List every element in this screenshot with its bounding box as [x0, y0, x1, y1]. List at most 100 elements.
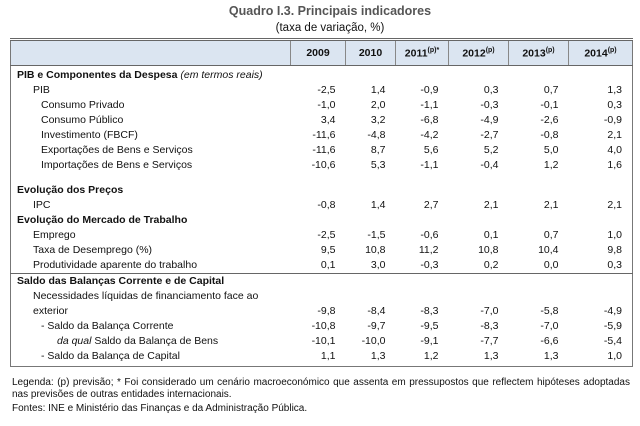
value-cell: 2,0: [370, 99, 386, 111]
value-cell: -9,1: [420, 335, 439, 347]
value-cell: -9,5: [420, 320, 439, 332]
value-cell: 10,8: [365, 244, 386, 256]
value-cell: 10,4: [538, 244, 559, 256]
header-cell: 2014(p): [568, 38, 633, 66]
value-cell: 4,0: [607, 144, 622, 156]
value-cell: -5,4: [603, 335, 622, 347]
row-label: Taxa de Desemprego (%): [11, 243, 291, 258]
section-title: PIB e Componentes da Despesa (em termos …: [11, 66, 633, 84]
row-label: Exportações de Bens e Serviços: [11, 143, 291, 158]
row-label-text: - Saldo da Balança Corrente: [41, 320, 174, 332]
value-cell: 0,7: [543, 229, 559, 241]
value-cell: -9,8: [317, 305, 336, 317]
value-cell: -4,2: [420, 129, 439, 141]
value-cell: -2,6: [540, 114, 559, 126]
value-cell: -4,9: [603, 305, 622, 317]
data-row: Produtividade aparente do trabalho 0,1 3,0…: [11, 258, 633, 274]
value-cell: -0,3: [480, 99, 499, 111]
row-label-text: Consumo Privado: [41, 99, 125, 111]
value-cell: -2,5: [317, 84, 336, 96]
header-cell: 2010: [345, 38, 396, 66]
value-cell: 1,4: [370, 199, 386, 211]
data-row: - Saldo da Balança Corrente -10,8 -9,7 -9,5…: [11, 319, 633, 334]
row-label: - Saldo da Balança Corrente: [11, 319, 291, 334]
value-cell: -7,0: [540, 320, 559, 332]
value-cell: 9,8: [607, 244, 622, 256]
header-cell: 2012(p): [448, 38, 509, 66]
header-cell: 2009: [290, 38, 346, 66]
value-cell: 9,5: [320, 244, 336, 256]
value-cell: 1,3: [483, 350, 499, 362]
data-row: Consumo Privado -1,0 2,0 -1,1 -0,3 -0,1 0,3: [11, 98, 633, 113]
subtitle: (taxa de variação, %): [275, 22, 385, 34]
value-cell: 3,0: [370, 259, 386, 271]
section-title-text: PIB e Componentes da Despesa: [17, 69, 178, 81]
row-label-text: Importações de Bens e Serviços: [41, 159, 193, 171]
value-cell: 10,8: [478, 244, 499, 256]
data-row: Emprego -2,5 -1,5 -0,6 0,1 0,7 1,0: [11, 228, 633, 243]
row-label: Importações de Bens e Serviços: [11, 158, 291, 173]
row-label-text: Investimento (FBCF): [41, 129, 138, 141]
header-cell: 2013(p): [508, 38, 569, 66]
value-cell: -4,9: [480, 114, 499, 126]
header-row: 2009 2010 2011(p)* 2012(p) 2013(p) 2014(p): [10, 38, 633, 66]
value-cell: -1,5: [367, 229, 386, 241]
table-body: PIB e Componentes da Despesa (em termos …: [10, 66, 633, 367]
value-cell: -10,1: [311, 335, 336, 347]
value-cell: -6,8: [420, 114, 439, 126]
data-row: Taxa de Desemprego (%) 9,5 10,8 11,2 10,8 10,…: [11, 243, 633, 258]
row-label: Emprego: [11, 228, 291, 243]
value-cell: -5,8: [540, 305, 559, 317]
value-cell: -1,1: [420, 99, 439, 111]
value-cell: -5,9: [603, 320, 622, 332]
value-cell: 0,3: [607, 259, 622, 271]
data-row: Exportações de Bens e Serviços -11,6 8,7 5,…: [11, 143, 633, 158]
value-cell: -0,3: [420, 259, 439, 271]
value-cell: -2,5: [317, 229, 336, 241]
value-cell: 5,0: [543, 144, 559, 156]
value-cell: 1,2: [423, 350, 439, 362]
value-cell: 2,1: [543, 199, 559, 211]
value-cell: -1,1: [420, 159, 439, 171]
sources: Fontes: INE e Ministério das Finanças e …: [12, 403, 308, 414]
title: Quadro I.3. Principais indicadores: [228, 4, 432, 18]
value-cell: -0,9: [420, 84, 439, 96]
value-cell: 0,1: [483, 229, 499, 241]
row-label: da qual Saldo da Balança de Bens: [11, 334, 291, 349]
year: 2011: [404, 47, 428, 60]
value-cell: -10,0: [361, 335, 386, 347]
value-cell: -8,3: [480, 320, 499, 332]
section-title-text: Evolução do Mercado de Trabalho: [17, 214, 188, 226]
row-label-text: Emprego: [33, 229, 76, 241]
header-cell: 2011(p)*: [395, 38, 449, 66]
row-label: Investimento (FBCF): [11, 128, 291, 143]
section-title: Saldo das Balanças Corrente e de Capital: [10, 273, 633, 289]
row-prefix: da qual: [57, 335, 92, 347]
value-cell: 2,1: [607, 129, 622, 141]
row-label: Produtividade aparente do trabalho: [11, 258, 291, 274]
year: 2013: [522, 47, 546, 60]
value-cell: -1,0: [317, 99, 336, 111]
value-cell: -10,8: [311, 320, 336, 332]
value-cell: -6,6: [540, 335, 559, 347]
row-label: IPC: [11, 198, 291, 213]
value-cell: 1,6: [607, 159, 622, 171]
value-cell: -0,8: [317, 199, 336, 211]
value-cell: -8,3: [420, 305, 439, 317]
row-label-text: Consumo Público: [41, 114, 124, 126]
value-cell: 1,4: [370, 84, 386, 96]
data-row: IPC -0,8 1,4 2,7 2,1 2,1 2,1: [11, 198, 633, 213]
value-cell: 11,2: [418, 244, 439, 256]
year-sup: (p): [545, 46, 555, 54]
row-label-text: IPC: [33, 199, 51, 211]
data-row: Importações de Bens e Serviços -10,6 5,3 -1…: [11, 158, 633, 173]
value-cell: 1,0: [607, 350, 622, 362]
row-label-text: - Saldo da Balança de Capital: [41, 350, 180, 362]
year: 2012: [462, 47, 486, 60]
year-sup: (p): [607, 46, 617, 54]
value-cell: 0,1: [320, 259, 336, 271]
value-cell: -11,6: [312, 129, 336, 141]
section-title-text: Saldo das Balanças Corrente e de Capital: [17, 275, 225, 287]
data-row: - Saldo da Balança de Capital 1,1 1,3 1,2 1,…: [11, 349, 633, 367]
